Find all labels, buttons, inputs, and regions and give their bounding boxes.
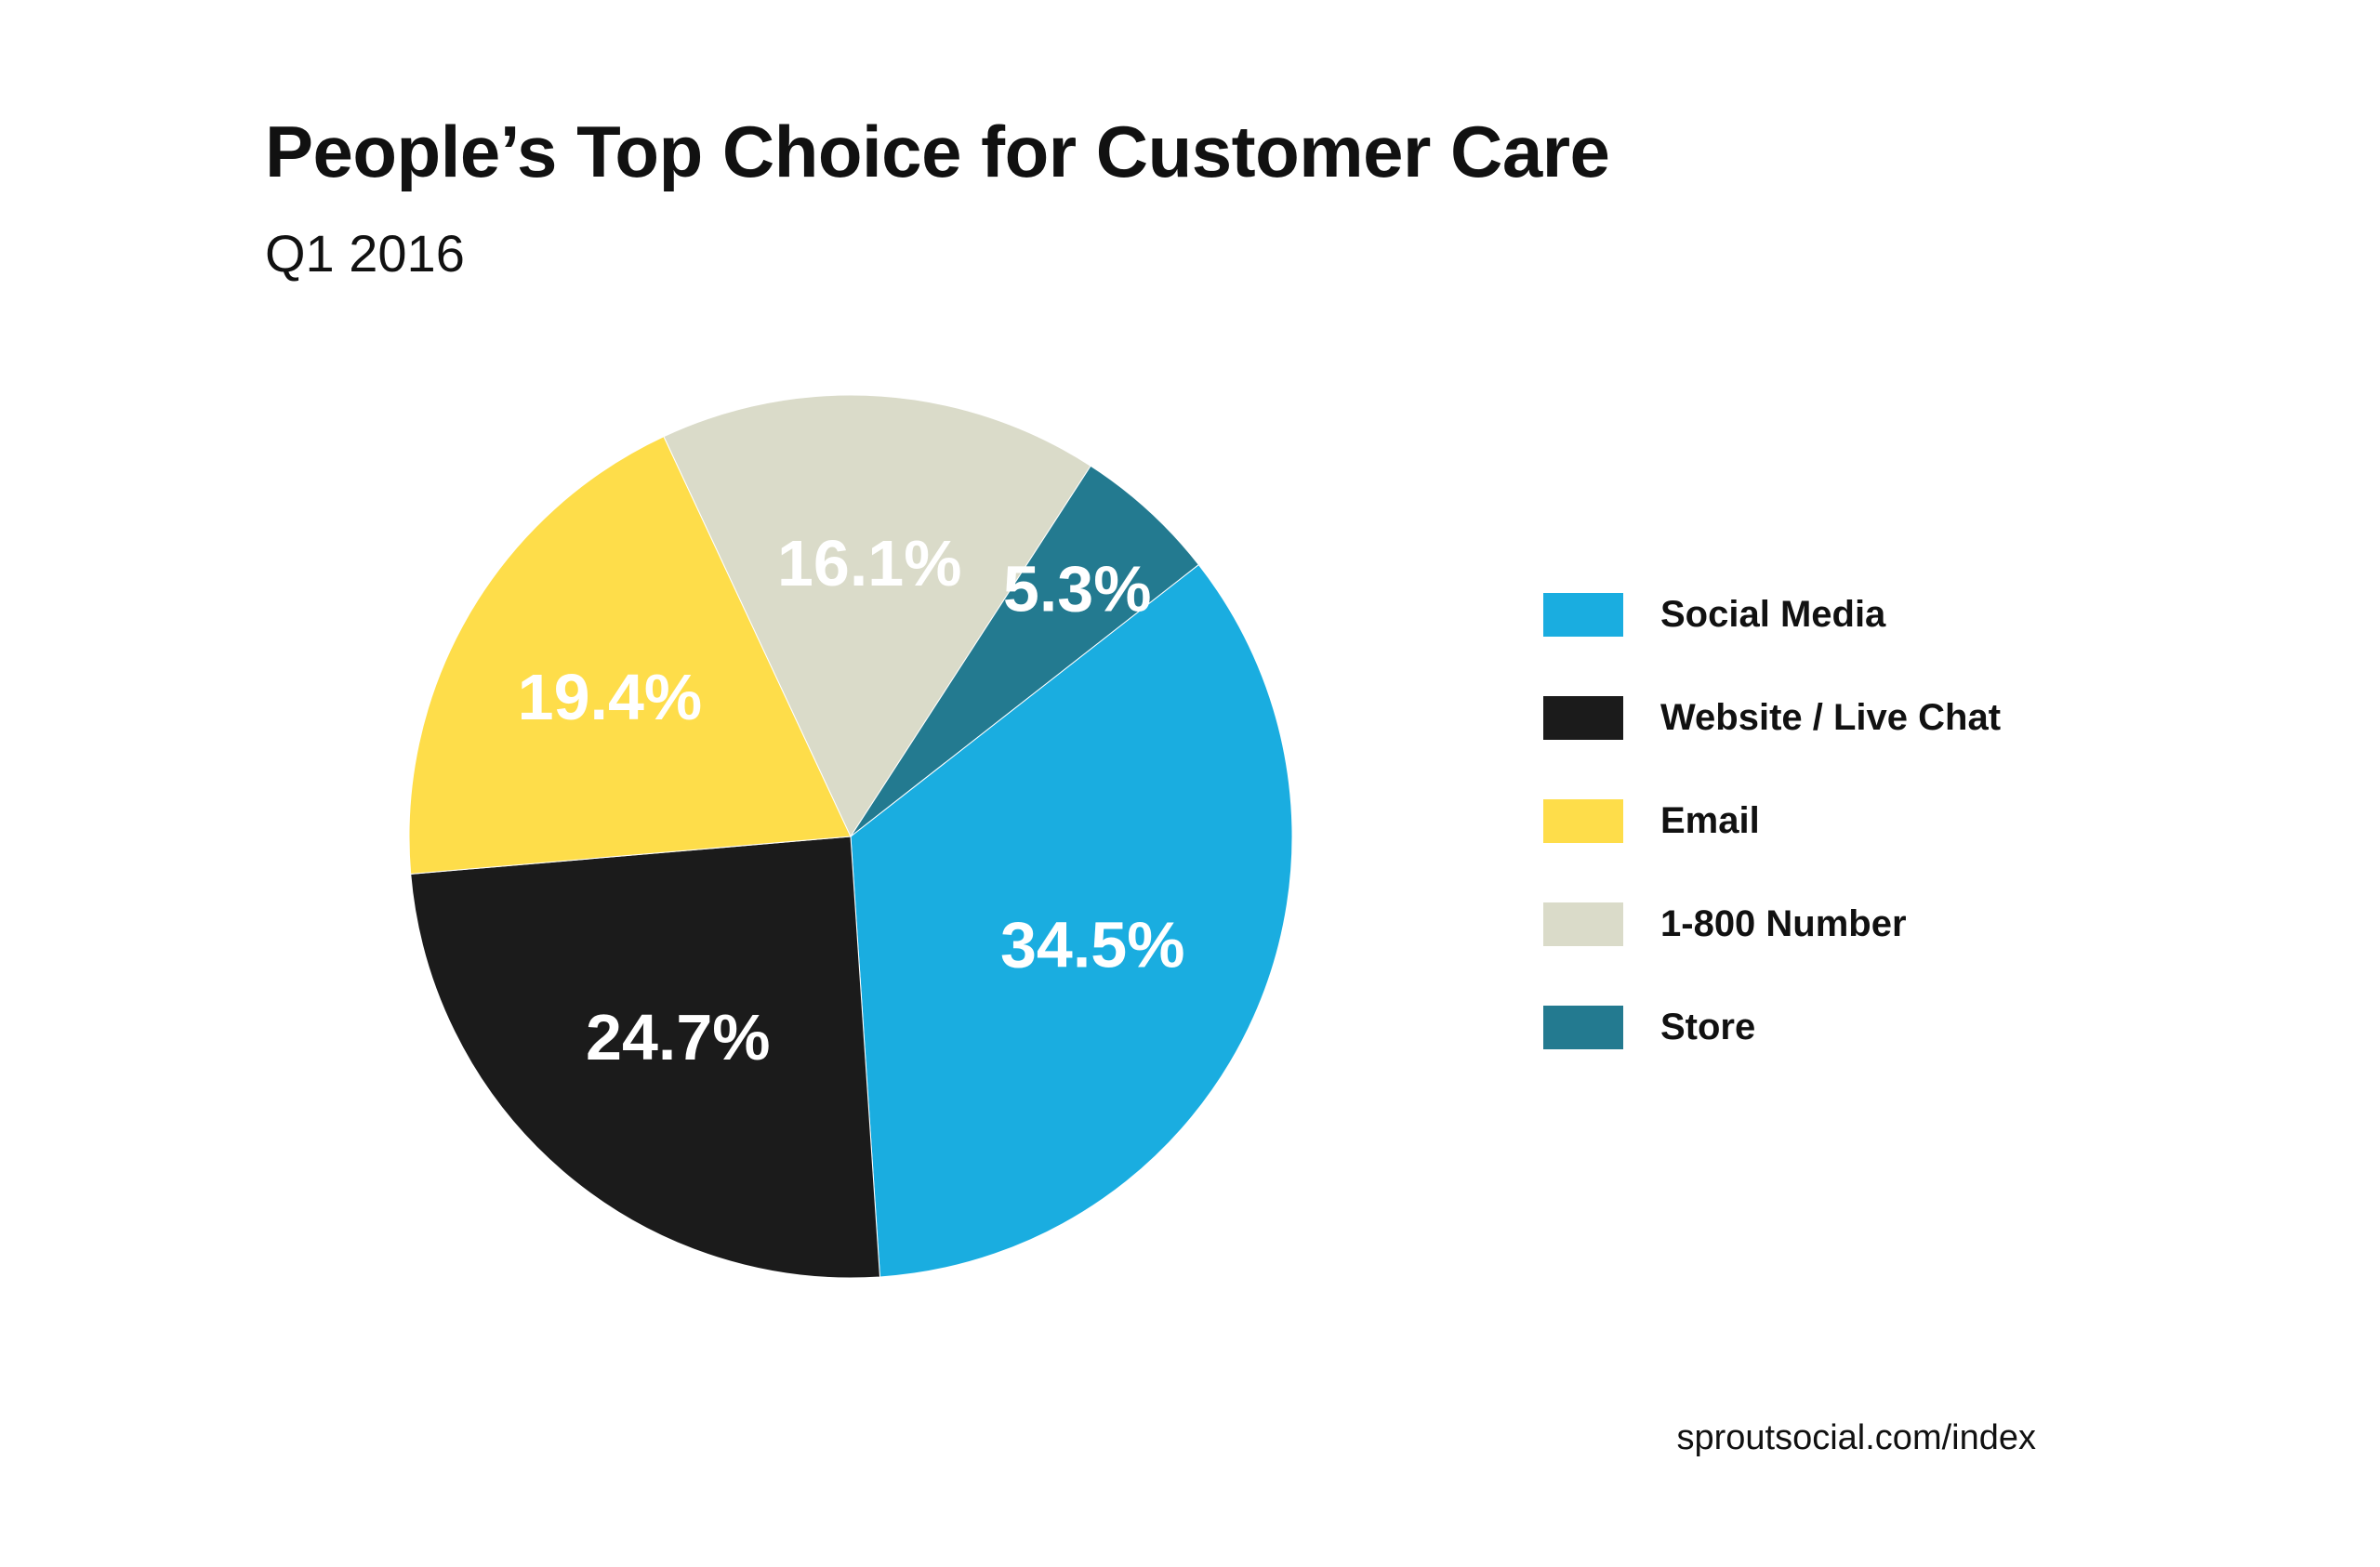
- legend-item: Email: [1543, 799, 2001, 843]
- slice-label-email: 19.4%: [518, 661, 702, 733]
- slice-label-store: 5.3%: [1003, 553, 1152, 625]
- legend-item: Store: [1543, 1006, 2001, 1049]
- legend-swatch: [1543, 696, 1623, 740]
- legend-label: Store: [1660, 1007, 1756, 1047]
- legend-item: Social Media: [1543, 593, 2001, 637]
- legend-swatch: [1543, 902, 1623, 946]
- legend-label: 1-800 Number: [1660, 903, 1907, 944]
- legend-swatch: [1543, 1006, 1623, 1049]
- chart-title: People’s Top Choice for Customer Care: [265, 111, 1610, 192]
- legend-label: Social Media: [1660, 594, 1886, 635]
- slice-label-website-live-chat: 24.7%: [586, 1001, 770, 1073]
- source-credit: sproutsocial.com/index: [1676, 1418, 2036, 1457]
- pie-slice-website-live-chat: [410, 836, 881, 1279]
- legend-swatch: [1543, 799, 1623, 843]
- chart-subtitle: Q1 2016: [265, 224, 465, 283]
- slice-label-social-media: 34.5%: [1000, 908, 1184, 981]
- legend-label: Website / Live Chat: [1660, 697, 2002, 738]
- legend-swatch: [1543, 593, 1623, 637]
- pie-slice-store: [850, 465, 1200, 837]
- legend-item: Website / Live Chat: [1543, 696, 2001, 740]
- pie-slice-email: [408, 435, 852, 875]
- legend-label: Email: [1660, 800, 1760, 841]
- pie-slice-social-media: [850, 563, 1293, 1278]
- legend-item: 1-800 Number: [1543, 902, 2001, 946]
- slice-label-1-800-number: 16.1%: [777, 527, 961, 599]
- pie-slice-1-800-number: [663, 394, 1091, 838]
- legend: Social Media Website / Live Chat Email 1-80…: [1543, 593, 2001, 1109]
